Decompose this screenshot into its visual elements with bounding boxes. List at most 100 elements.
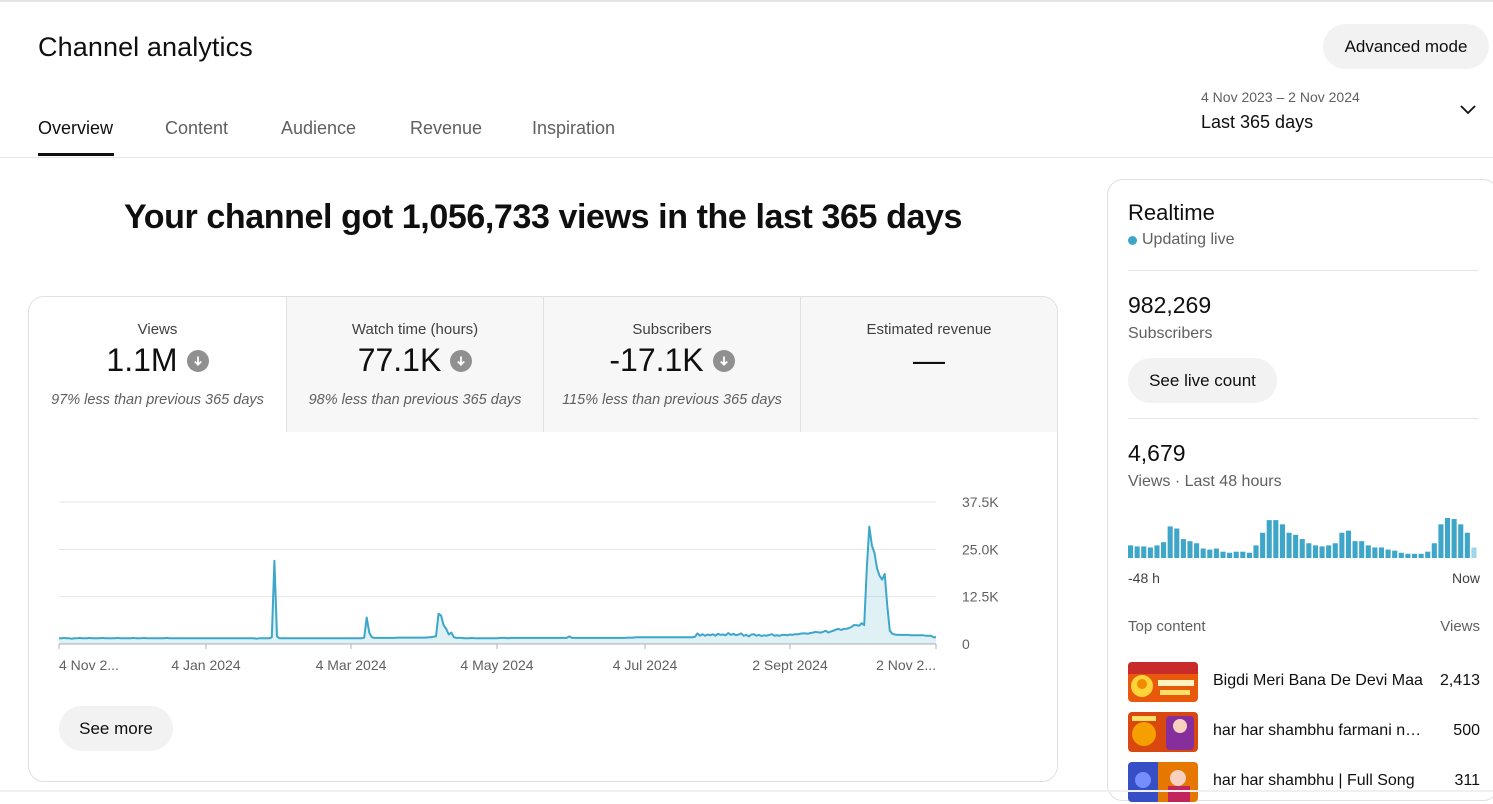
divider — [1128, 270, 1478, 271]
mini-chart-bar — [1306, 543, 1312, 558]
date-range-selector[interactable]: 4 Nov 2023 – 2 Nov 2024 Last 365 days — [1201, 88, 1481, 140]
top-content-item[interactable]: har har shambhu | Full Song 311 — [1128, 760, 1480, 804]
metric-value: 77.1K — [357, 342, 442, 378]
mini-chart-bar — [1339, 532, 1345, 558]
mini-chart-bar — [1187, 541, 1193, 558]
mini-chart-bar — [1359, 541, 1365, 558]
x-tick-label: 4 Jul 2024 — [613, 657, 678, 673]
metric-label: Estimated revenue — [866, 321, 992, 338]
tab-overview[interactable]: Overview — [38, 118, 114, 138]
mini-chart-bar — [1220, 551, 1226, 558]
mini-chart-bar — [1471, 547, 1477, 558]
y-tick-label: 0 — [962, 636, 970, 652]
date-range-dates: 4 Nov 2023 – 2 Nov 2024 — [1201, 89, 1360, 105]
mini-chart-bar — [1392, 550, 1398, 558]
video-views: 311 — [1454, 772, 1480, 789]
mini-chart-bar — [1438, 524, 1444, 558]
mini-chart-bar — [1260, 532, 1266, 558]
video-views: 2,413 — [1439, 672, 1480, 689]
mini-chart-bar — [1444, 518, 1451, 558]
tab-audience[interactable]: Audience — [281, 118, 357, 138]
mini-chart-bar — [1194, 543, 1200, 558]
video-thumbnail — [1128, 712, 1198, 752]
mini-chart-bar — [1425, 551, 1431, 558]
views-column-label: Views — [1440, 618, 1480, 635]
metric-watch-time[interactable]: Watch time (hours) 77.1K 98% less than p… — [287, 297, 543, 432]
metric-label: Watch time (hours) — [351, 321, 479, 338]
realtime-card: Realtime Updating live 982,269 Subscribe… — [1107, 179, 1493, 804]
top-content-label: Top content — [1128, 618, 1206, 635]
mini-chart-bar — [1326, 545, 1332, 558]
mini-chart-bar — [1418, 553, 1424, 558]
mini-chart-bar — [1372, 547, 1378, 558]
mini-chart-bar — [1385, 549, 1391, 558]
metric-divider — [543, 297, 544, 432]
bottom-edge — [0, 790, 1493, 792]
metric-subscribers[interactable]: Subscribers -17.1K 115% less than previo… — [544, 297, 800, 432]
live-dot-icon — [1128, 235, 1137, 245]
mini-chart-bar — [1141, 546, 1147, 558]
mini-chart-bar — [1180, 539, 1186, 558]
mini-chart-bar — [1319, 546, 1325, 558]
divider — [1128, 418, 1478, 419]
mini-chart-bar — [1451, 519, 1457, 558]
mini-chart-bar — [1332, 543, 1338, 558]
tab-content[interactable]: Content — [165, 118, 229, 138]
mini-chart-bar — [1128, 545, 1134, 558]
advanced-mode-button[interactable]: Advanced mode — [1323, 24, 1489, 69]
mini-chart-bar — [1286, 532, 1292, 558]
mini-chart-bar — [1378, 547, 1385, 558]
metric-comparison: 98% less than previous 365 days — [308, 392, 522, 408]
top-border — [0, 0, 1493, 2]
mini-chart-bar — [1161, 542, 1167, 558]
metric-label: Views — [137, 321, 178, 338]
tab-inspiration[interactable]: Inspiration — [532, 118, 616, 138]
mini-chart-bar — [1134, 546, 1140, 558]
metric-value: 1.1M — [106, 342, 178, 378]
metric-estimated-revenue[interactable]: Estimated revenue — — [801, 297, 1057, 432]
see-more-button[interactable]: See more — [59, 706, 173, 751]
metric-comparison: 115% less than previous 365 days — [562, 392, 782, 408]
mini-chart-bar — [1299, 539, 1305, 558]
mini-chart-bar — [1240, 551, 1246, 558]
mini-chart-bar — [1345, 530, 1352, 558]
mini-chart-bar — [1405, 553, 1411, 558]
tab-revenue[interactable]: Revenue — [410, 118, 483, 138]
page-title: Channel analytics — [38, 32, 253, 62]
realtime-status: Updating live — [1128, 231, 1235, 249]
mini-chart-bar — [1273, 520, 1279, 558]
x-tick-label: 4 May 2024 — [460, 657, 533, 673]
realtime-status-label: Updating live — [1142, 231, 1235, 248]
active-tab-indicator — [38, 153, 114, 156]
realtime-subscribers-value: 982,269 — [1128, 292, 1212, 318]
mini-chart-bar — [1458, 524, 1464, 558]
mini-chart-start-label: -48 h — [1128, 570, 1160, 586]
video-views: 500 — [1453, 722, 1480, 739]
mini-chart-bar — [1174, 528, 1180, 558]
mini-chart-bar — [1266, 520, 1272, 558]
mini-chart-bar — [1365, 545, 1371, 558]
mini-chart-bar — [1207, 549, 1213, 558]
mini-chart-bar — [1227, 552, 1233, 558]
mini-chart-bar — [1293, 534, 1299, 558]
realtime-subscribers-label: Subscribers — [1128, 325, 1213, 342]
series-line — [59, 525, 936, 640]
x-tick-label: 2 Nov 2... — [876, 657, 936, 673]
mini-chart-bar — [1200, 548, 1206, 558]
x-tick-label: 4 Mar 2024 — [316, 657, 387, 673]
realtime-title: Realtime — [1128, 200, 1215, 225]
mini-chart-end-label: Now — [1451, 570, 1480, 586]
mini-chart-bar — [1246, 552, 1252, 558]
series-area — [59, 526, 936, 644]
video-title: har har shambhu farmani naaz — [1213, 722, 1423, 739]
mini-chart-bar — [1352, 541, 1358, 558]
metric-value-row: — — [801, 342, 1057, 379]
see-live-count-button[interactable]: See live count — [1128, 358, 1277, 403]
mini-chart-bar — [1312, 545, 1319, 558]
top-content-item[interactable]: Bigdi Meri Bana De Devi Maa 2,413 — [1128, 660, 1480, 704]
arrow-down-circle-icon — [186, 349, 209, 372]
top-content-item[interactable]: har har shambhu farmani naaz 500 — [1128, 710, 1480, 754]
metric-views[interactable]: Views 1.1M 97% less than previous 365 da… — [29, 297, 286, 432]
video-thumbnail — [1128, 662, 1198, 702]
mini-chart-bar — [1279, 524, 1285, 558]
